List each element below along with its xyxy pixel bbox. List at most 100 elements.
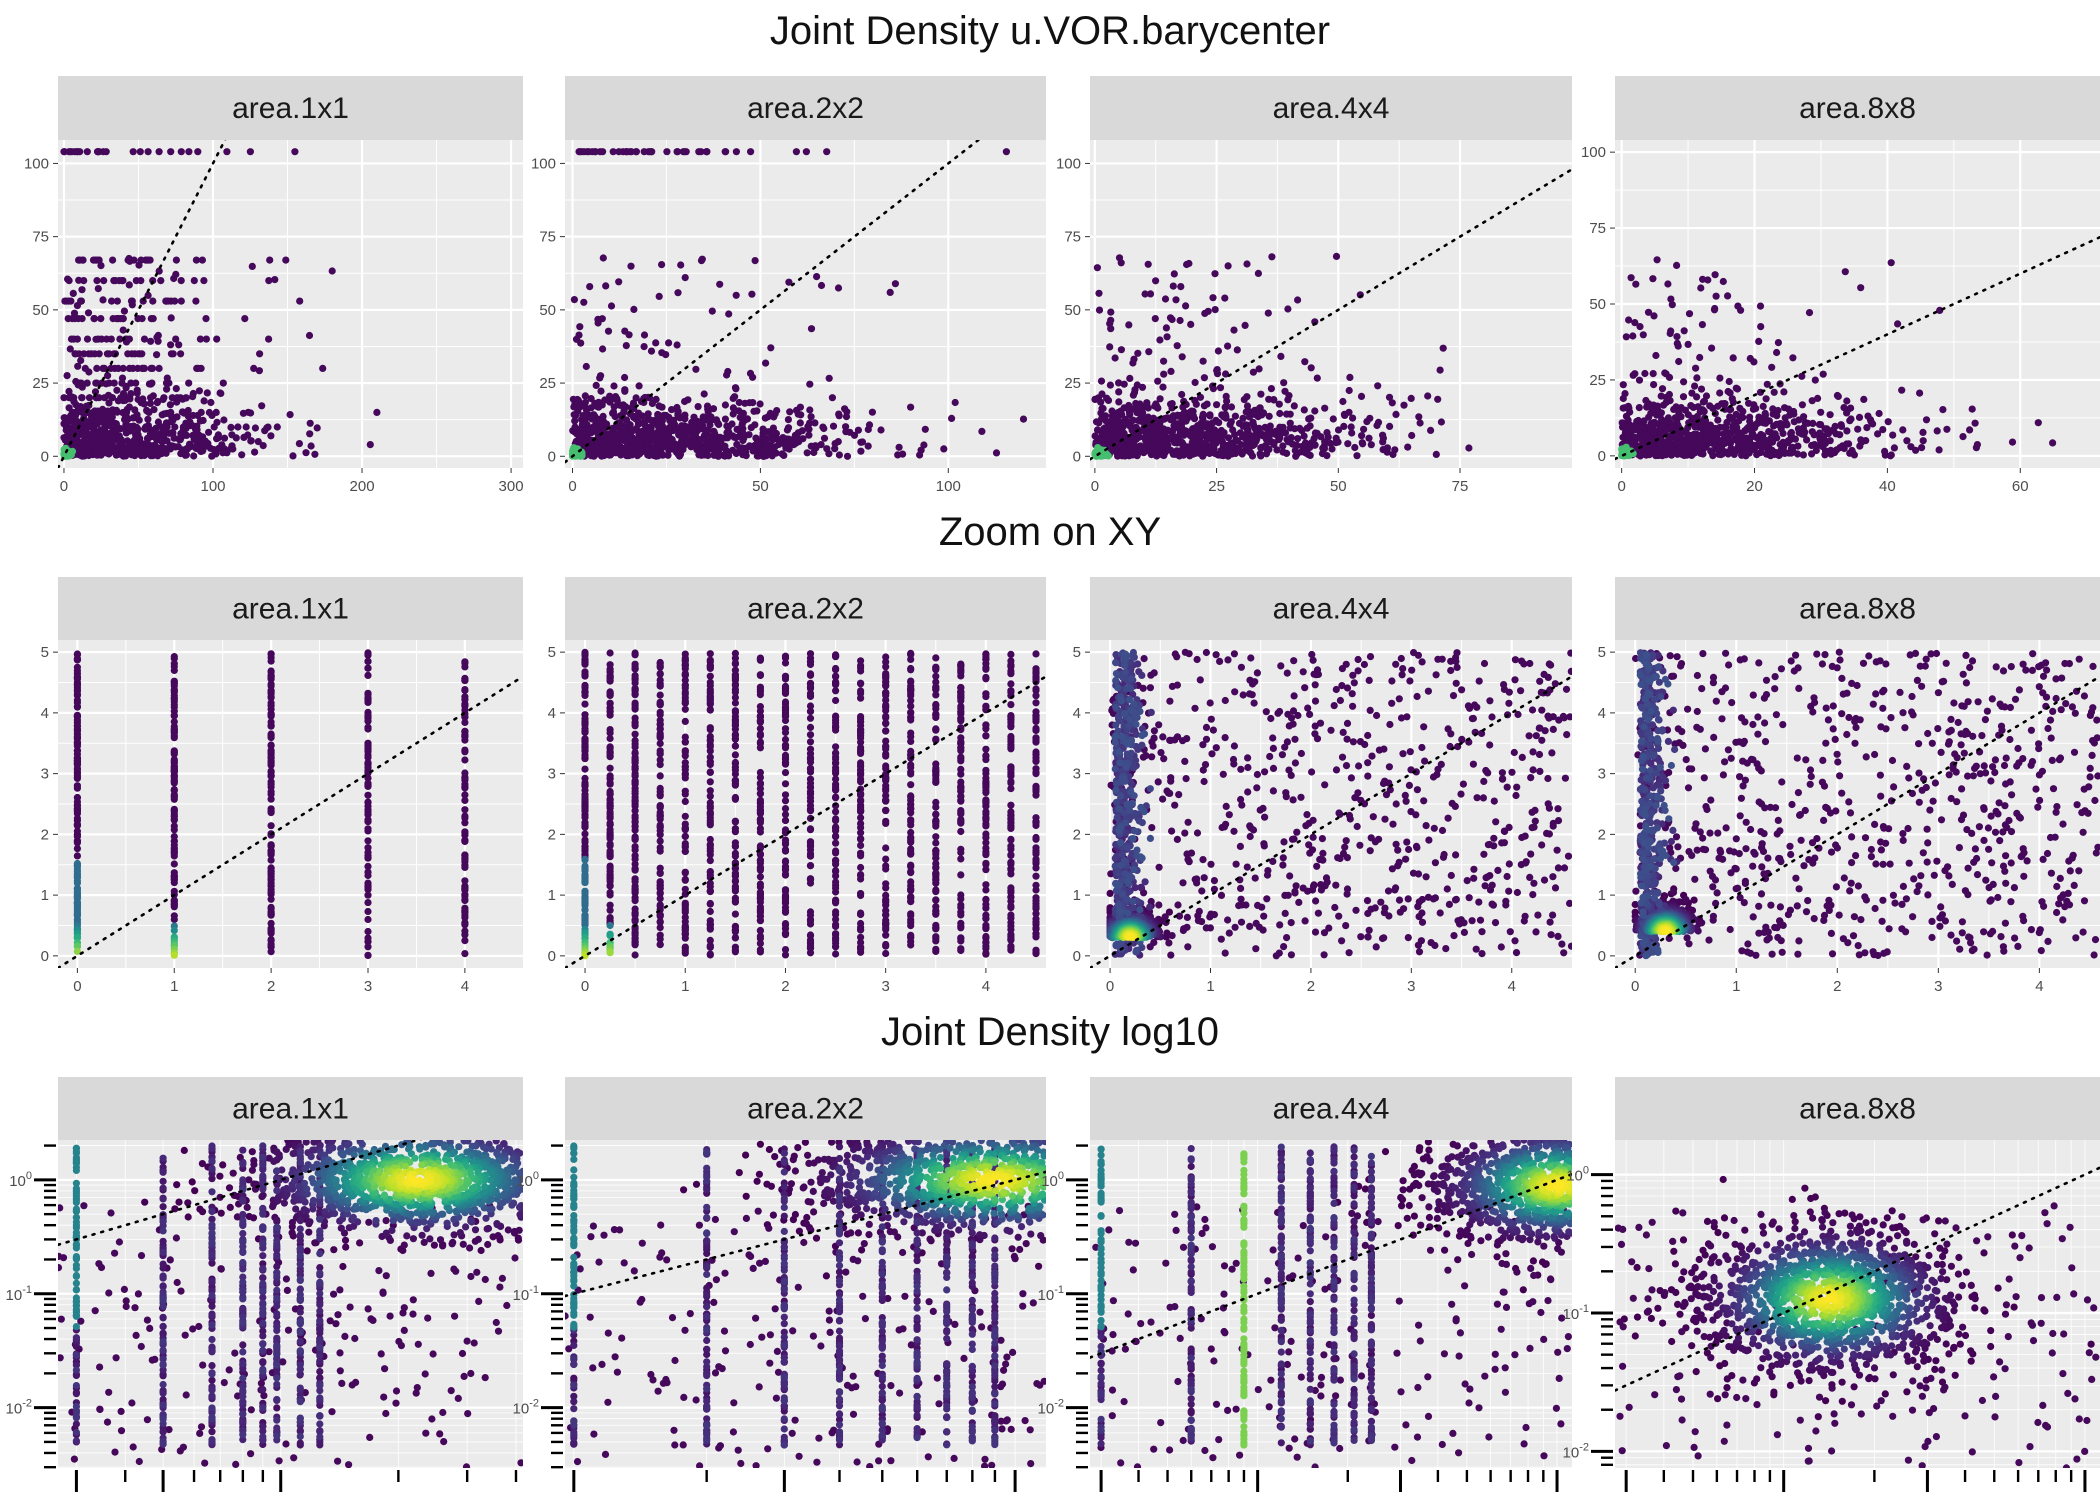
data-point — [73, 947, 81, 956]
data-point — [2008, 438, 2017, 446]
data-point — [1172, 422, 1181, 430]
data-point — [110, 379, 118, 387]
data-point — [1313, 374, 1321, 382]
data-point — [606, 672, 614, 680]
data-point — [228, 442, 236, 450]
data-point — [1172, 296, 1180, 304]
data-point — [1722, 424, 1730, 432]
data-point — [120, 307, 128, 315]
data-point — [1332, 252, 1341, 260]
data-point — [1752, 433, 1760, 442]
data-point — [134, 425, 142, 433]
y-tick-label: 25 — [32, 375, 49, 392]
data-point — [747, 148, 755, 156]
data-point — [95, 256, 103, 264]
points-layer — [73, 649, 469, 960]
data-point — [1708, 344, 1716, 352]
data-point — [1366, 414, 1374, 422]
data-point — [1650, 381, 1658, 389]
data-point — [126, 426, 134, 434]
data-point — [1173, 411, 1182, 419]
data-point — [746, 369, 755, 377]
data-point — [170, 747, 178, 755]
data-point — [267, 846, 275, 855]
data-point — [364, 741, 372, 749]
data-point — [842, 413, 851, 421]
data-point — [1313, 429, 1321, 437]
data-point — [585, 148, 593, 156]
data-point — [1798, 430, 1806, 438]
data-point — [1684, 411, 1692, 419]
data-point — [581, 735, 589, 743]
data-point — [1636, 323, 1644, 331]
data-point — [841, 405, 849, 413]
data-point — [604, 327, 613, 335]
data-point — [1637, 448, 1645, 456]
data-point — [1724, 292, 1732, 300]
data-point — [1293, 441, 1301, 449]
data-point — [1189, 413, 1197, 421]
data-point — [267, 748, 275, 756]
data-point — [99, 148, 107, 156]
data-point — [631, 934, 639, 942]
data-point — [805, 431, 813, 439]
data-point — [715, 435, 724, 443]
data-point — [364, 891, 372, 899]
data-point — [1286, 419, 1294, 427]
data-point — [948, 414, 956, 422]
data-point — [1091, 432, 1099, 440]
data-point — [1709, 452, 1717, 460]
data-point — [656, 924, 664, 932]
data-point — [864, 425, 872, 434]
data-point — [1627, 274, 1635, 282]
y-tick-label: 50 — [539, 302, 556, 319]
data-point — [73, 674, 81, 682]
data-point — [690, 441, 698, 449]
data-point — [1318, 450, 1327, 458]
data-point — [606, 775, 614, 783]
data-point — [858, 438, 867, 446]
data-point — [606, 729, 614, 737]
points-layer — [568, 148, 1028, 460]
facet-strip-label: area.8x8 — [1799, 92, 1916, 125]
data-point — [1794, 450, 1802, 458]
data-point — [658, 261, 666, 269]
data-point — [167, 418, 175, 426]
data-point — [364, 764, 372, 772]
data-point — [78, 286, 86, 294]
data-point — [1658, 415, 1666, 423]
data-point — [1098, 390, 1106, 398]
data-point — [1191, 378, 1199, 387]
data-point — [185, 379, 193, 387]
data-point — [113, 297, 121, 305]
data-point — [149, 297, 157, 305]
data-point — [1385, 393, 1394, 401]
data-point — [1301, 439, 1310, 447]
data-point — [247, 437, 255, 445]
data-point — [1329, 415, 1337, 423]
data-point — [1279, 448, 1287, 456]
data-point — [690, 435, 698, 443]
data-point — [1634, 416, 1642, 425]
data-point — [1755, 413, 1763, 421]
data-point — [1656, 440, 1664, 448]
data-point — [656, 670, 664, 678]
data-point — [756, 400, 764, 408]
data-point — [606, 842, 614, 850]
data-point — [621, 373, 629, 382]
data-point — [138, 443, 146, 451]
data-point — [1091, 395, 1099, 403]
data-point — [1239, 422, 1247, 430]
data-point — [1224, 342, 1232, 350]
data-point — [113, 408, 121, 416]
data-point — [73, 832, 81, 841]
data-point — [198, 256, 206, 264]
data-point — [698, 255, 706, 263]
data-point — [1416, 419, 1424, 427]
data-point — [271, 276, 279, 284]
data-point — [170, 765, 178, 773]
data-point — [631, 777, 639, 785]
facet-strip — [1090, 76, 1572, 140]
data-point — [1163, 443, 1171, 452]
data-point — [319, 364, 327, 372]
